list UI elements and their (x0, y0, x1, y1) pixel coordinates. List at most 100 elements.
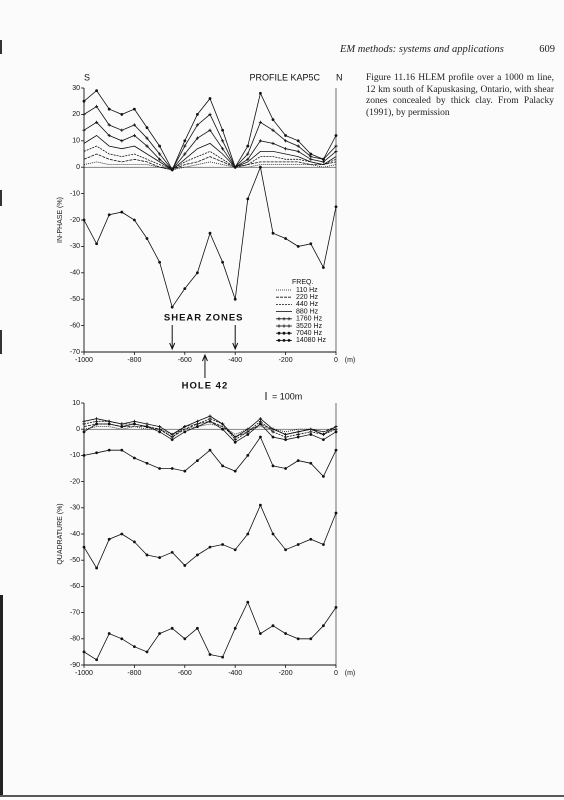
running-title: EM methods: systems and applications (340, 44, 504, 55)
marker (334, 511, 338, 515)
legend-label: 110 Hz (296, 287, 318, 294)
marker (322, 624, 325, 628)
legend-label: 220 Hz (296, 294, 319, 301)
marker (158, 632, 162, 635)
legend-marker (287, 339, 291, 342)
marker (284, 134, 287, 137)
marker (233, 440, 237, 444)
y-tick-label: -40 (70, 270, 80, 277)
y-axis-label: IN-PHASE (%) (57, 197, 64, 243)
legend-marker (282, 331, 286, 335)
marker (271, 118, 275, 122)
marker (284, 139, 288, 143)
marker (120, 113, 124, 116)
marker (133, 456, 136, 460)
marker (95, 658, 98, 662)
marker (145, 650, 149, 654)
series-line (83, 418, 337, 441)
series-line (83, 423, 337, 435)
marker (195, 123, 199, 127)
legend-marker (282, 324, 286, 328)
marker (95, 120, 99, 124)
y-tick-label: -30 (70, 505, 80, 512)
legend-label: 7040 Hz (296, 330, 323, 337)
marker (296, 144, 300, 148)
marker (334, 448, 338, 452)
marker (246, 454, 250, 457)
marker (107, 422, 111, 426)
marker (233, 548, 237, 552)
marker (196, 271, 199, 275)
marker (296, 139, 300, 143)
marker (183, 152, 187, 156)
y-tick-label: -30 (70, 243, 80, 250)
marker (82, 430, 86, 434)
marker (158, 467, 162, 470)
chart-title: PROFILE KAP5C (249, 72, 320, 82)
marker (284, 147, 288, 151)
marker (170, 467, 174, 470)
marker (221, 427, 225, 431)
marker (82, 99, 86, 103)
marker (145, 144, 149, 148)
marker (246, 144, 250, 148)
marker (221, 655, 225, 659)
marker (309, 427, 313, 431)
marker (133, 645, 136, 649)
marker (233, 297, 237, 301)
marker (208, 545, 212, 549)
marker (133, 540, 136, 544)
marker (170, 438, 174, 442)
running-header: EM methods: systems and applications 609 (340, 44, 555, 55)
x-tick-label: 0 (334, 357, 338, 364)
marker (158, 424, 162, 429)
marker (284, 237, 287, 240)
marker (170, 626, 174, 630)
marker (208, 231, 212, 235)
legend-marker (282, 339, 286, 342)
marker (221, 543, 225, 546)
marker (183, 139, 187, 143)
marker (120, 637, 124, 641)
marker (271, 464, 275, 468)
y-tick-label: -10 (70, 190, 80, 197)
x-tick-label: -200 (279, 357, 293, 364)
marker (82, 128, 86, 132)
x-tick-label: -600 (178, 670, 192, 677)
page-number: 609 (539, 44, 555, 55)
marker (183, 430, 187, 434)
x-tick-label: -200 (279, 670, 293, 677)
marker (322, 438, 325, 442)
marker (82, 218, 86, 222)
marker (208, 653, 212, 656)
marker (158, 144, 162, 148)
arrow (169, 325, 176, 351)
marker (107, 537, 111, 541)
y-tick-label: -40 (70, 531, 80, 538)
legend-marker (277, 317, 281, 321)
series-line (83, 145, 337, 171)
marker (208, 448, 212, 452)
y-tick-label: -20 (70, 478, 80, 485)
series-line (83, 601, 337, 661)
marker (246, 427, 250, 431)
marker (170, 168, 174, 172)
binding-mark (0, 40, 2, 54)
marker (170, 550, 174, 554)
marker (259, 435, 262, 439)
marker (107, 107, 111, 111)
marker (170, 305, 174, 309)
y-tick-label: -70 (70, 349, 80, 356)
marker (246, 532, 250, 536)
marker (158, 556, 162, 559)
marker (259, 422, 262, 426)
marker (334, 144, 338, 148)
marker (107, 213, 111, 217)
marker (158, 430, 162, 434)
marker (296, 245, 300, 248)
marker (133, 107, 136, 111)
marker (271, 427, 275, 431)
legend-title: FREQ. (292, 279, 313, 286)
series-line (83, 504, 337, 569)
marker (271, 128, 275, 132)
